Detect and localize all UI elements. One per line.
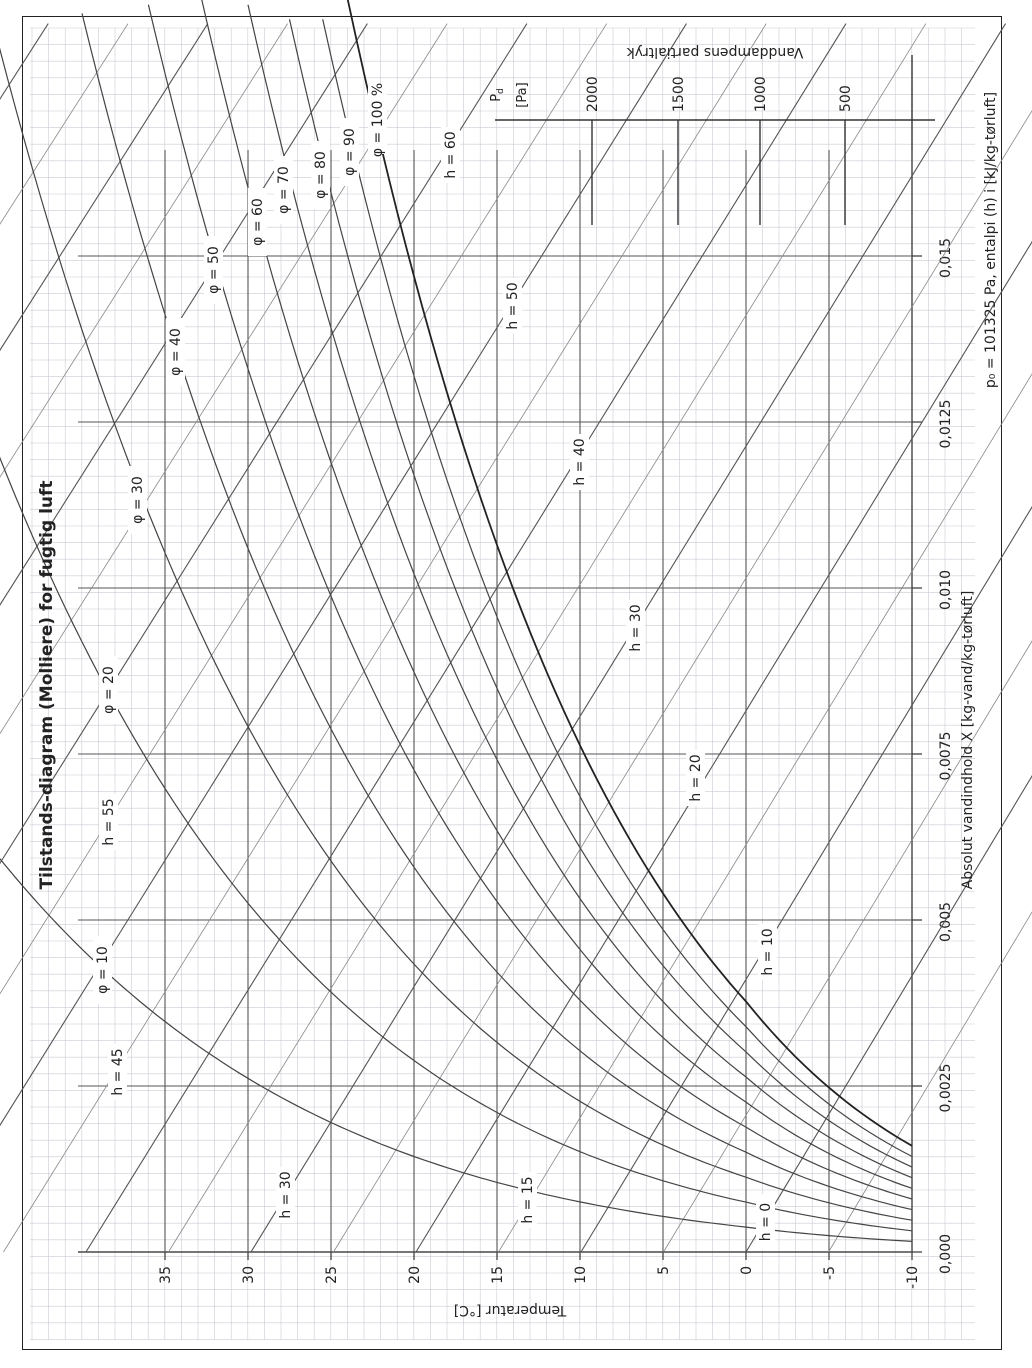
enthalpy-label: h = 10	[760, 928, 776, 975]
humidity-tick-label: 0,015	[938, 238, 954, 278]
enthalpy-line	[3, 23, 767, 1253]
x-axis-label: Absolut vandindhold X [kg-vand/kg-tørluf…	[960, 591, 976, 890]
enthalpy-line	[0, 23, 288, 478]
relative-humidity-label: φ = 30	[130, 476, 146, 524]
temperature-tick-label: 15	[490, 1266, 506, 1284]
enthalpy-label: h = 30	[628, 604, 644, 651]
enthalpy-label: h = 0	[758, 1203, 774, 1241]
enthalpy-line	[168, 23, 927, 1253]
footnote: p₀ = 101325 Pa, entalpi (h) i [kJ/kg-tør…	[983, 92, 999, 388]
relative-humidity-curve	[81, 13, 913, 1211]
enthalpy-label: h = 55	[101, 798, 117, 845]
relative-humidity-curve	[0, 456, 913, 1232]
enthalpy-line	[0, 23, 368, 606]
relative-humidity-curve	[0, 857, 913, 1242]
y-axis-label: Temperatur [°C]	[454, 1302, 568, 1318]
enthalpy-line	[828, 911, 1032, 1253]
enthalpy-label: h = 15	[520, 1176, 536, 1223]
enthalpy-label: h = 50	[505, 282, 521, 329]
relative-humidity-curve	[0, 47, 913, 1221]
humidity-tick-label: 0,005	[938, 902, 954, 942]
relative-humidity-label: φ = 20	[101, 666, 117, 714]
relative-humidity-label: φ = 70	[276, 166, 292, 214]
temperature-tick-label: -10	[905, 1266, 921, 1289]
pressure-unit-label: [Pa]	[515, 82, 530, 107]
temperature-tick-label: -5	[822, 1266, 838, 1280]
relative-humidity-label: φ = 40	[168, 328, 184, 376]
enthalpy-line	[333, 109, 1032, 1253]
enthalpy-label: h = 60	[443, 131, 459, 178]
enthalpy-line	[85, 23, 847, 1253]
relative-humidity-label: φ = 100 %	[370, 83, 386, 157]
temperature-tick-label: 10	[573, 1266, 589, 1284]
relative-humidity-curve	[147, 4, 913, 1200]
temperature-tick-label: 25	[324, 1266, 340, 1284]
relative-humidity-label: φ = 50	[206, 246, 222, 294]
relative-humidity-label: φ = 80	[313, 151, 329, 199]
pressure-symbol: Pd	[489, 88, 506, 102]
relative-humidity-curve	[288, 19, 913, 1168]
pressure-tick-label: 500	[838, 85, 854, 112]
chart-title: Tilstands-diagram (Molliere) for fugtig …	[37, 480, 57, 889]
enthalpy-label: h = 45	[110, 1048, 126, 1095]
enthalpy-line	[663, 640, 1032, 1253]
saturation-curve	[346, 0, 913, 1147]
enthalpy-label: h = 20	[688, 754, 704, 801]
humidity-tick-label: 0,000	[938, 1234, 954, 1274]
pressure-axis-label: Vanddampens partialtryk	[626, 44, 804, 60]
humidity-tick-label: 0,0125	[938, 400, 954, 449]
enthalpy-line	[0, 23, 528, 865]
relative-humidity-label: φ = 60	[250, 198, 266, 246]
temperature-tick-label: 35	[158, 1266, 174, 1284]
enthalpy-line	[415, 240, 1032, 1253]
relative-humidity-curve	[201, 0, 913, 1189]
temperature-tick-label: 5	[656, 1266, 672, 1275]
enthalpy-line	[0, 23, 608, 995]
enthalpy-line	[0, 23, 209, 352]
humidity-tick-label: 0,0075	[938, 732, 954, 781]
pressure-tick-label: 2000	[585, 76, 601, 112]
temperature-tick-label: 30	[241, 1266, 257, 1284]
humidity-tick-label: 0,010	[938, 570, 954, 610]
pressure-tick-label: 1500	[671, 76, 687, 112]
temperature-tick-label: 0	[739, 1266, 755, 1275]
enthalpy-label: h = 40	[572, 438, 588, 485]
pressure-tick-label: 1000	[753, 76, 769, 112]
relative-humidity-curve	[247, 4, 913, 1179]
temperature-tick-label: 20	[407, 1266, 423, 1284]
humidity-tick-label: 0,0025	[938, 1064, 954, 1113]
relative-humidity-label: φ = 10	[95, 946, 111, 994]
relative-humidity-curve	[322, 19, 913, 1157]
enthalpy-line	[498, 373, 1032, 1253]
relative-humidity-label: φ = 90	[342, 128, 358, 176]
enthalpy-line	[0, 23, 448, 735]
chart-frame	[22, 16, 1002, 1350]
enthalpy-line	[580, 505, 1032, 1253]
enthalpy-line	[0, 23, 687, 1127]
enthalpy-line	[745, 775, 1032, 1253]
enthalpy-label: h = 30	[278, 1171, 294, 1218]
